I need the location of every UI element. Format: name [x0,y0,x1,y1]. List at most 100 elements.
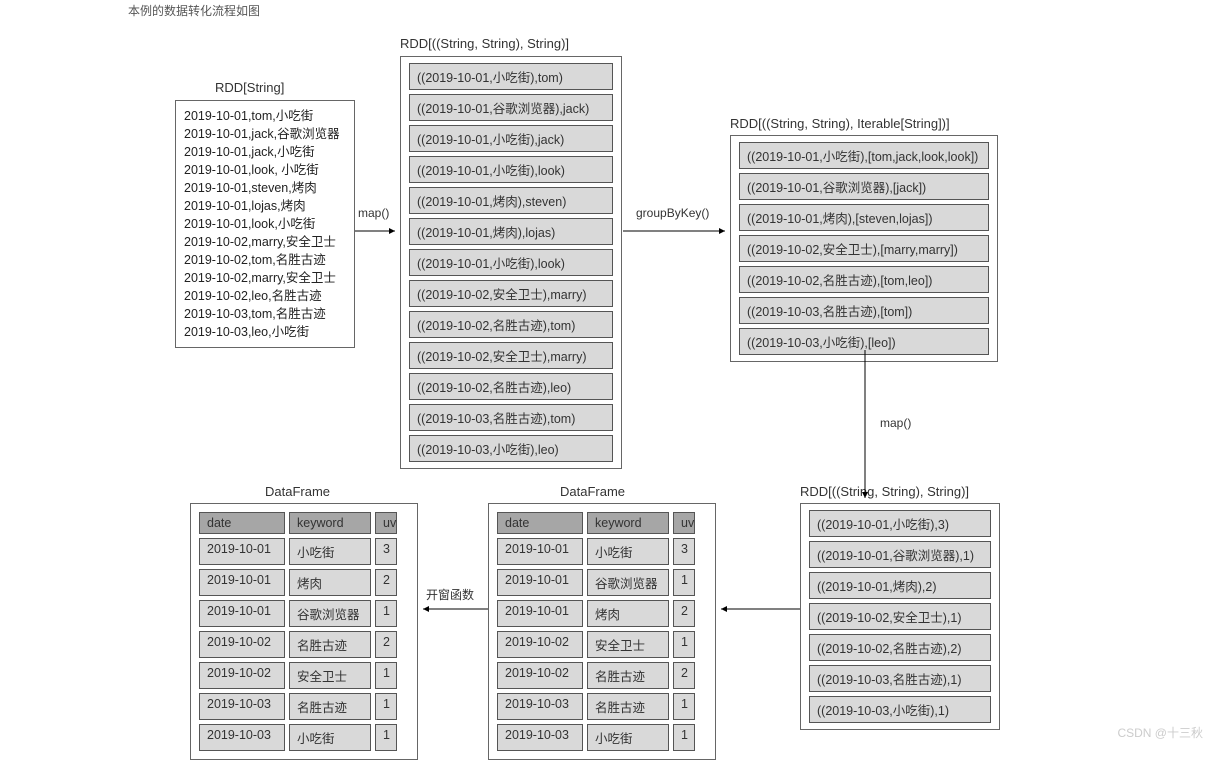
box1-line: 2019-10-01,look,小吃街 [184,215,346,233]
df-cell: 1 [673,693,695,720]
box3-rdd-iterable: ((2019-10-01,小吃街),[tom,jack,look,look]) (… [730,135,998,362]
df-cell: 名胜古迹 [587,662,669,689]
arrow5-label: 开窗函数 [426,586,474,603]
data-cell: ((2019-10-01,小吃街),look) [409,249,613,276]
df-cell: 1 [673,569,695,596]
box1-line: 2019-10-02,marry,安全卫士 [184,233,346,251]
box2-title: RDD[((String, String), String)] [400,36,569,51]
box1-line: 2019-10-02,marry,安全卫士 [184,269,346,287]
box1-line: 2019-10-02,tom,名胜古迹 [184,251,346,269]
df-header: date [497,512,583,534]
box1-line: 2019-10-03,leo,小吃街 [184,323,346,341]
df-header: date [199,512,285,534]
box4-rdd-tuple-count: ((2019-10-01,小吃街),3) ((2019-10-01,谷歌浏览器),… [800,503,1000,730]
df-cell: 2019-10-02 [497,631,583,658]
data-cell: ((2019-10-01,烤肉),steven) [409,187,613,214]
box1-rdd-string: 2019-10-01,tom,小吃街2019-10-01,jack,谷歌浏览器2… [175,100,355,348]
box6-dataframe: datekeyworduv2019-10-01小吃街32019-10-01烤肉2… [190,503,418,760]
df-cell: 名胜古迹 [289,693,371,720]
data-cell: ((2019-10-02,安全卫士),marry) [409,342,613,369]
df-cell: 烤肉 [587,600,669,627]
data-cell: ((2019-10-03,名胜古迹),1) [809,665,991,692]
box1-line: 2019-10-03,tom,名胜古迹 [184,305,346,323]
df-cell: 2019-10-01 [497,569,583,596]
box1-title: RDD[String] [215,80,284,95]
df-cell: 2019-10-01 [497,600,583,627]
data-cell: ((2019-10-02,名胜古迹),2) [809,634,991,661]
data-cell: ((2019-10-01,小吃街),jack) [409,125,613,152]
box1-line: 2019-10-01,tom,小吃街 [184,107,346,125]
df-cell: 2 [375,631,397,658]
arrow-map2 [858,350,872,503]
data-cell: ((2019-10-01,小吃街),tom) [409,63,613,90]
df-header: uv [673,512,695,534]
data-cell: ((2019-10-03,名胜古迹),tom) [409,404,613,431]
box1-line: 2019-10-01,jack,谷歌浏览器 [184,125,346,143]
df-header: keyword [289,512,371,534]
data-cell: ((2019-10-02,安全卫士),marry) [409,280,613,307]
data-cell: ((2019-10-03,小吃街),1) [809,696,991,723]
df-cell: 3 [673,538,695,565]
box1-line: 2019-10-01,look, 小吃街 [184,161,346,179]
df-cell: 小吃街 [289,538,371,565]
df-cell: 烤肉 [289,569,371,596]
data-cell: ((2019-10-02,名胜古迹),leo) [409,373,613,400]
df-cell: 2019-10-01 [497,538,583,565]
data-cell: ((2019-10-03,小吃街),leo) [409,435,613,462]
df-cell: 2019-10-02 [199,631,285,658]
df-header: keyword [587,512,669,534]
df-cell: 2019-10-03 [199,693,285,720]
df-cell: 安全卫士 [289,662,371,689]
watermark: CSDN @十三秋 [1117,724,1203,741]
data-cell: ((2019-10-01,小吃街),3) [809,510,991,537]
box3-title: RDD[((String, String), Iterable[String])… [730,116,950,131]
data-cell: ((2019-10-01,烤肉),lojas) [409,218,613,245]
arrow-groupbykey [623,224,730,238]
data-cell: ((2019-10-01,烤肉),[steven,lojas]) [739,204,989,231]
data-cell: ((2019-10-02,安全卫士),1) [809,603,991,630]
df-cell: 小吃街 [587,538,669,565]
df-cell: 2019-10-03 [497,693,583,720]
df-cell: 1 [673,631,695,658]
df-cell: 1 [375,693,397,720]
df-cell: 谷歌浏览器 [587,569,669,596]
arrow-to-df1 [716,602,800,616]
df-cell: 2 [375,569,397,596]
df-header: uv [375,512,397,534]
df-cell: 2019-10-01 [199,600,285,627]
data-cell: ((2019-10-01,谷歌浏览器),jack) [409,94,613,121]
df-cell: 2019-10-01 [199,569,285,596]
box5-title: DataFrame [560,484,625,499]
df-cell: 3 [375,538,397,565]
box6-title: DataFrame [265,484,330,499]
df-cell: 2019-10-02 [497,662,583,689]
df-cell: 2 [673,600,695,627]
df-cell: 安全卫士 [587,631,669,658]
box4-title: RDD[((String, String), String)] [800,484,969,499]
data-cell: ((2019-10-02,名胜古迹),[tom,leo]) [739,266,989,293]
box5-dataframe: datekeyworduv2019-10-01小吃街32019-10-01谷歌浏… [488,503,716,760]
arrow3-label: map() [880,416,911,430]
box1-line: 2019-10-02,leo,名胜古迹 [184,287,346,305]
arrow1-label: map() [358,206,389,220]
data-cell: ((2019-10-01,小吃街),[tom,jack,look,look]) [739,142,989,169]
df-cell: 1 [375,662,397,689]
df-cell: 2 [673,662,695,689]
df-cell: 谷歌浏览器 [289,600,371,627]
data-cell: ((2019-10-03,名胜古迹),[tom]) [739,297,989,324]
data-cell: ((2019-10-02,名胜古迹),tom) [409,311,613,338]
data-cell: ((2019-10-01,谷歌浏览器),1) [809,541,991,568]
data-cell: ((2019-10-02,安全卫士),[marry,marry]) [739,235,989,262]
df-cell: 2019-10-01 [199,538,285,565]
page-caption: 本例的数据转化流程如图 [128,2,260,19]
box1-line: 2019-10-01,jack,小吃街 [184,143,346,161]
arrow-window [418,602,488,616]
box1-line: 2019-10-01,steven,烤肉 [184,179,346,197]
data-cell: ((2019-10-01,小吃街),look) [409,156,613,183]
data-cell: ((2019-10-01,谷歌浏览器),[jack]) [739,173,989,200]
arrow2-label: groupByKey() [636,206,709,220]
df-cell: 名胜古迹 [289,631,371,658]
box1-line: 2019-10-01,lojas,烤肉 [184,197,346,215]
df-cell: 名胜古迹 [587,693,669,720]
arrow-map1 [355,224,400,238]
